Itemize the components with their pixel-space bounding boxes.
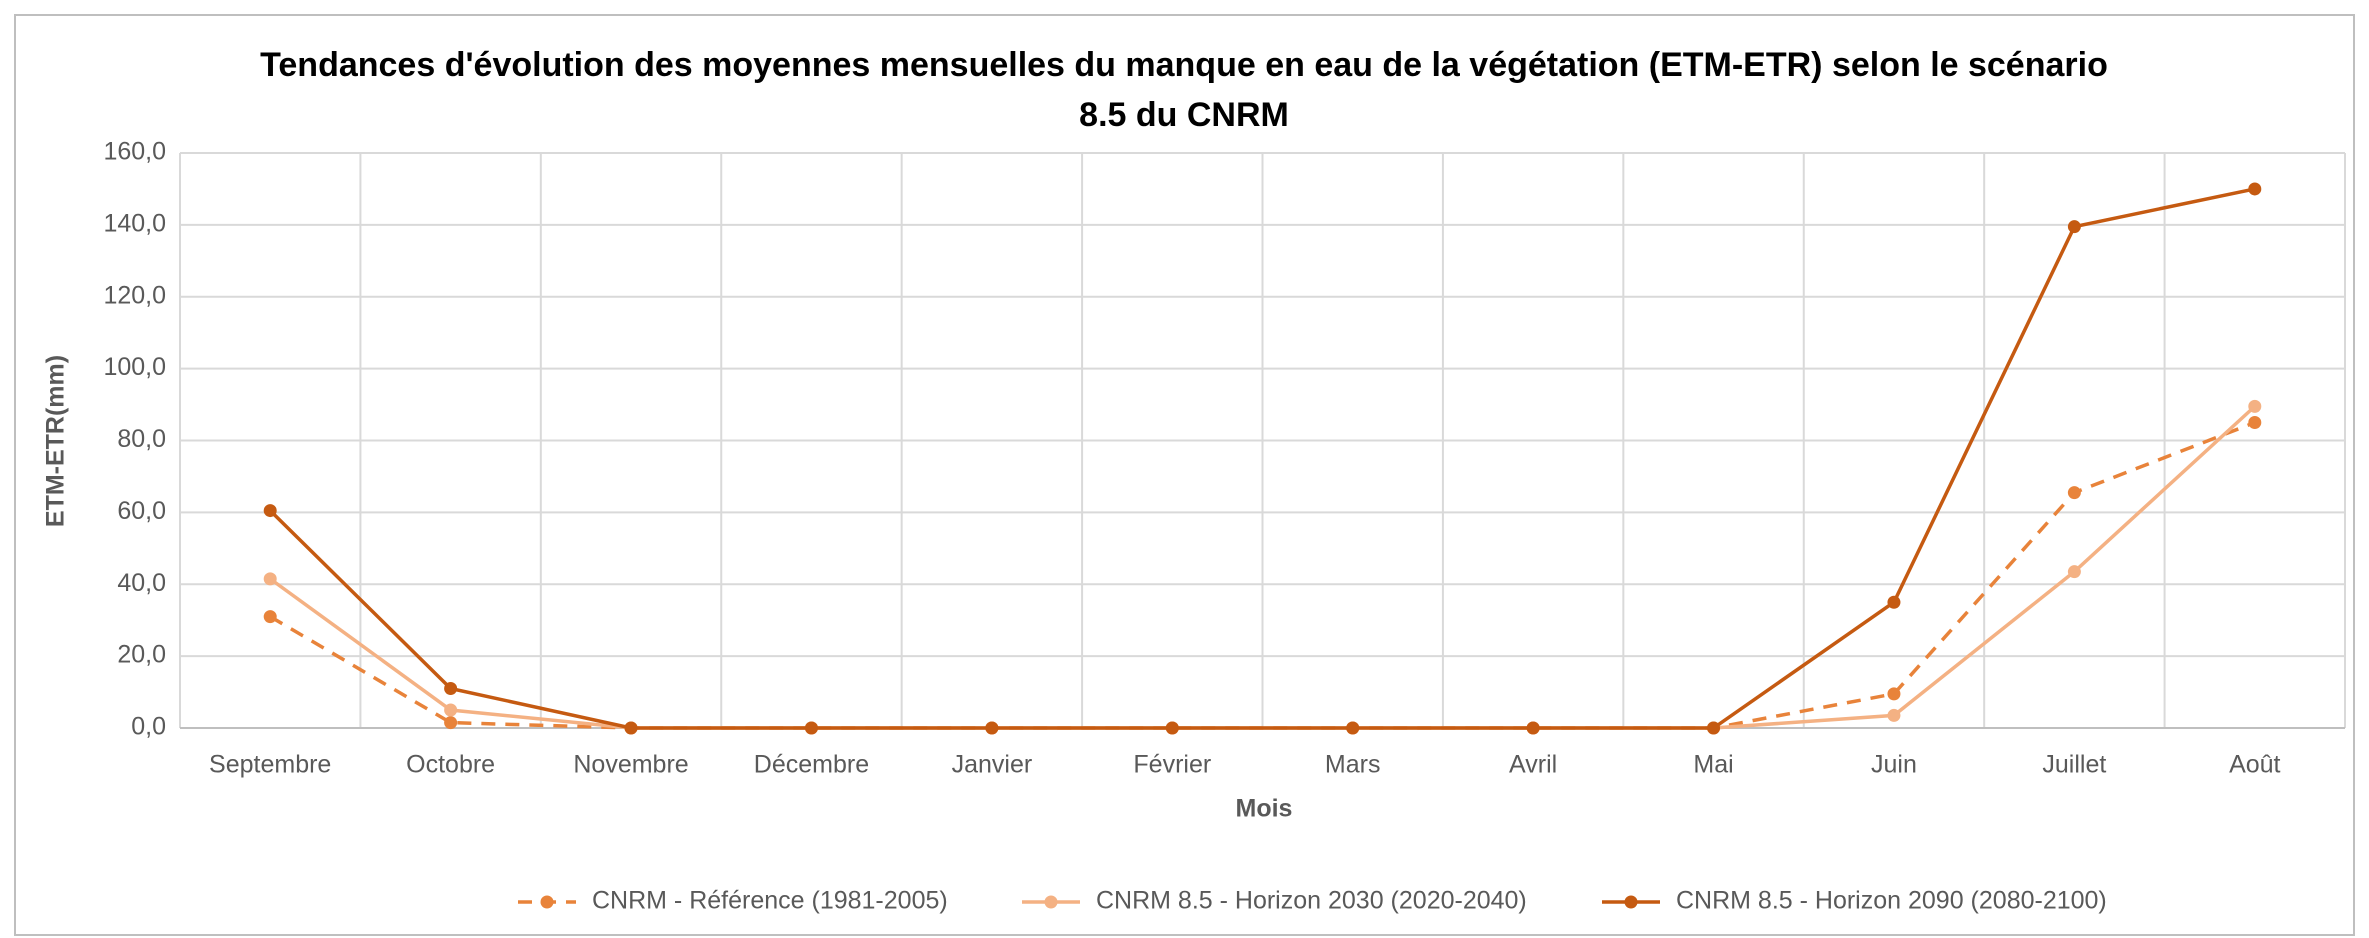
legend-label: CNRM - Référence (1981-2005) bbox=[592, 887, 948, 915]
y-tick-label: 100,0 bbox=[103, 353, 166, 381]
data-point bbox=[1887, 595, 1901, 609]
data-point bbox=[1887, 708, 1901, 722]
data-point bbox=[263, 504, 277, 518]
data-point bbox=[444, 681, 458, 695]
y-tick-label: 80,0 bbox=[117, 425, 166, 453]
x-tick-label: Juin bbox=[1871, 751, 1917, 779]
x-tick-label: Août bbox=[2229, 751, 2280, 779]
y-tick-label: 40,0 bbox=[117, 569, 166, 597]
legend-label: CNRM 8.5 - Horizon 2090 (2080-2100) bbox=[1676, 887, 2107, 915]
y-tick-label: 140,0 bbox=[103, 209, 166, 237]
data-point bbox=[1165, 721, 1179, 735]
data-point bbox=[804, 721, 818, 735]
chart-frame bbox=[14, 14, 2355, 936]
data-point bbox=[624, 721, 638, 735]
y-axis-title: ETM-ETR(mm) bbox=[42, 355, 70, 527]
x-tick-label: Février bbox=[1133, 751, 1211, 779]
legend-marker bbox=[540, 895, 554, 909]
legend-marker bbox=[1624, 895, 1638, 909]
data-point bbox=[263, 572, 277, 586]
data-point bbox=[263, 610, 277, 624]
data-point bbox=[2067, 220, 2081, 234]
x-tick-label: Janvier bbox=[952, 751, 1033, 779]
data-point bbox=[1346, 721, 1360, 735]
data-point bbox=[2248, 416, 2262, 430]
data-point bbox=[2067, 565, 2081, 579]
data-point bbox=[2067, 486, 2081, 500]
data-point bbox=[1707, 721, 1721, 735]
y-tick-label: 0,0 bbox=[131, 713, 166, 741]
x-tick-label: Juillet bbox=[2042, 751, 2106, 779]
data-point bbox=[985, 721, 999, 735]
x-tick-label: Décembre bbox=[754, 751, 869, 779]
x-axis-title: Mois bbox=[1236, 795, 1293, 823]
y-tick-label: 160,0 bbox=[103, 138, 166, 166]
y-tick-label: 60,0 bbox=[117, 497, 166, 525]
x-tick-label: Mars bbox=[1325, 751, 1381, 779]
data-point bbox=[444, 716, 458, 730]
x-tick-label: Novembre bbox=[573, 751, 688, 779]
legend-marker bbox=[1044, 895, 1058, 909]
x-tick-label: Septembre bbox=[209, 751, 331, 779]
x-tick-label: Octobre bbox=[406, 751, 495, 779]
chart-title: Tendances d'évolution des moyennes mensu… bbox=[260, 46, 2108, 134]
data-point bbox=[2248, 182, 2262, 196]
series-line bbox=[268, 187, 2256, 730]
data-point bbox=[1887, 687, 1901, 701]
y-tick-label: 20,0 bbox=[117, 641, 166, 669]
data-point bbox=[444, 703, 458, 717]
x-tick-label: Avril bbox=[1509, 751, 1557, 779]
data-point bbox=[1526, 721, 1540, 735]
data-point bbox=[2248, 399, 2262, 413]
x-tick-label: Mai bbox=[1693, 751, 1733, 779]
y-tick-label: 120,0 bbox=[103, 281, 166, 309]
legend-label: CNRM 8.5 - Horizon 2030 (2020-2040) bbox=[1096, 887, 1527, 915]
